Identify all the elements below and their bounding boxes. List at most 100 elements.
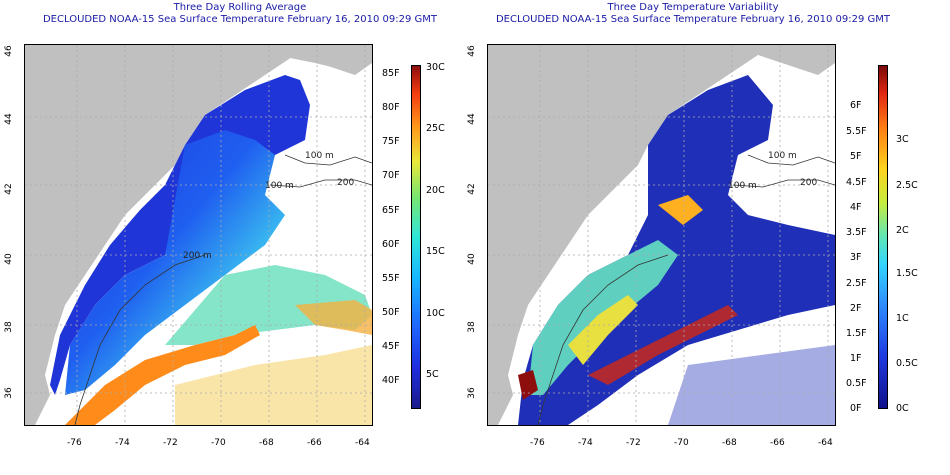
left-land-mass	[25, 45, 372, 425]
left-cbar-f: 50F	[382, 307, 400, 318]
left-shelf-water	[65, 130, 285, 395]
right-cbar-c: 0C	[896, 403, 909, 414]
left-x-tick: -70	[211, 438, 226, 448]
left-y-tick: 44	[4, 113, 14, 125]
right-colorbar	[878, 65, 888, 409]
right-cbar-f: 5F	[850, 151, 862, 162]
left-y-tick: 36	[4, 387, 14, 399]
right-y-tick: 38	[467, 321, 477, 333]
right-contour-label: 100 m	[768, 151, 797, 161]
right-warm-patch	[658, 195, 703, 225]
left-cbar-f: 75F	[382, 136, 400, 147]
right-cbar-f: 6F	[850, 100, 862, 111]
right-x-tick: -74	[578, 438, 593, 448]
right-cbar-c: 2C	[896, 225, 909, 236]
right-x-tick: -64	[818, 438, 833, 448]
left-y-tick: 42	[4, 183, 14, 195]
left-warm-ring	[295, 300, 372, 335]
right-offshore-patch	[668, 345, 835, 425]
right-high-variability	[568, 295, 638, 365]
left-cbar-f: 80F	[382, 102, 400, 113]
right-land-mass	[488, 45, 835, 425]
left-cbar-f: 85F	[382, 68, 400, 79]
left-y-tick: 38	[4, 321, 14, 333]
right-grid	[488, 45, 835, 425]
left-contour-100m	[284, 154, 372, 166]
right-cbar-f: 0.5F	[846, 378, 867, 389]
right-cbar-c: 2.5C	[896, 180, 918, 191]
right-contour-label: 200	[800, 178, 817, 188]
right-title-line1: Three Day Temperature Variability	[607, 2, 779, 13]
left-cbar-c: 10C	[426, 308, 445, 319]
right-x-tick: -70	[674, 438, 689, 448]
right-map-title: Three Day Temperature Variability DECLOU…	[478, 2, 908, 26]
right-cbar-f: 1F	[850, 353, 862, 364]
right-cbar-f: 4F	[850, 202, 862, 213]
left-contour-shelf	[74, 254, 206, 425]
right-contour-100m	[747, 154, 835, 166]
left-map-svg: 100 m 100 m 200 200 m	[25, 45, 372, 425]
left-cbar-c: 20C	[426, 185, 445, 196]
left-cbar-f: 55F	[382, 273, 400, 284]
left-cbar-c: 15C	[426, 246, 445, 257]
right-cbar-c: 0.5C	[896, 358, 918, 369]
left-x-tick: -66	[307, 438, 322, 448]
right-cbar-f: 3.5F	[846, 227, 867, 238]
right-contour-shelf	[537, 254, 669, 425]
left-x-tick: -74	[115, 438, 130, 448]
right-contour-label: 100 m	[728, 181, 757, 191]
right-x-tick: -68	[722, 438, 737, 448]
right-variability-map: 100 m 100 m 200	[487, 44, 836, 426]
left-contour-200m	[269, 179, 372, 188]
right-cbar-f: 2F	[850, 303, 862, 314]
left-colorbar	[411, 65, 421, 409]
right-cbar-f: 4.5F	[846, 177, 867, 188]
right-y-tick: 40	[467, 253, 477, 265]
right-x-tick: -72	[626, 438, 641, 448]
left-x-tick: -68	[259, 438, 274, 448]
left-offshore-patch	[175, 345, 372, 425]
left-x-tick: -72	[163, 438, 178, 448]
right-cbar-f: 2.5F	[846, 278, 867, 289]
left-cbar-c: 25C	[426, 123, 445, 134]
left-title-line2: DECLOUDED NOAA-15 Sea Surface Temperatur…	[42, 14, 438, 25]
left-cbar-f: 65F	[382, 205, 400, 216]
left-cbar-f: 70F	[382, 170, 400, 181]
right-x-tick: -76	[530, 438, 545, 448]
right-y-tick: 44	[467, 113, 477, 125]
right-cbar-f: 1.5F	[846, 328, 867, 339]
left-y-tick: 46	[4, 45, 14, 57]
left-y-tick: 40	[4, 253, 14, 265]
right-y-tick: 46	[467, 45, 477, 57]
left-cbar-c: 5C	[426, 369, 439, 380]
left-cbar-f: 45F	[382, 341, 400, 352]
left-cbar-c: 30C	[426, 62, 445, 73]
right-cbar-f: 3F	[850, 252, 862, 263]
left-contour-label: 200 m	[183, 251, 212, 261]
right-contour-200m	[732, 179, 835, 188]
left-contour-label: 100 m	[305, 151, 334, 161]
left-x-tick: -76	[67, 438, 82, 448]
left-grid	[25, 45, 372, 425]
right-cbar-c: 3C	[896, 134, 909, 145]
left-title-line1: Three Day Rolling Average	[173, 2, 307, 13]
right-cbar-c: 1.5C	[896, 268, 918, 279]
right-y-tick: 36	[467, 387, 477, 399]
left-contour-label: 200	[337, 178, 354, 188]
right-y-tick: 42	[467, 183, 477, 195]
right-cbar-c: 1C	[896, 313, 909, 324]
right-map-svg: 100 m 100 m 200	[488, 45, 835, 425]
left-contour-label: 100 m	[265, 181, 294, 191]
left-map-title: Three Day Rolling Average DECLOUDED NOAA…	[30, 2, 450, 26]
right-max-variability	[518, 370, 538, 400]
left-gulf-stream	[65, 325, 260, 425]
left-sst-map: 100 m 100 m 200 200 m	[24, 44, 373, 426]
left-cbar-f: 40F	[382, 375, 400, 386]
left-cbar-f: 60F	[382, 239, 400, 250]
right-gulf-stream-front	[588, 305, 738, 385]
right-x-tick: -66	[770, 438, 785, 448]
right-cbar-f: 0F	[850, 403, 862, 414]
right-title-line2: DECLOUDED NOAA-15 Sea Surface Temperatur…	[495, 14, 891, 25]
right-cbar-f: 5.5F	[846, 126, 867, 137]
left-x-tick: -64	[355, 438, 370, 448]
